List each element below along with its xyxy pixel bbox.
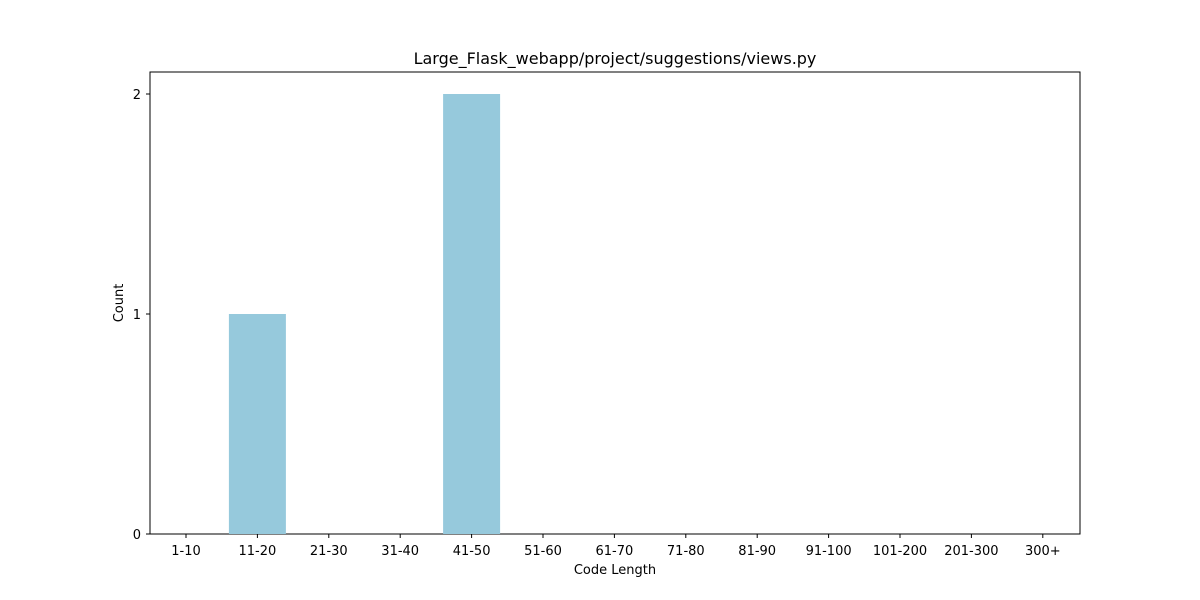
chart-title: Large_Flask_webapp/project/suggestions/v…	[414, 49, 817, 69]
bar-41-50	[443, 94, 501, 534]
y-tick-label: 2	[133, 88, 141, 103]
x-tick-label: 300+	[1025, 544, 1061, 559]
x-tick-label: 201-300	[944, 544, 998, 559]
x-tick-label: 1-10	[171, 544, 201, 559]
x-tick-label: 31-40	[381, 544, 419, 559]
y-axis-ticks: 0 1 2	[133, 88, 150, 543]
x-tick-label: 91-100	[806, 544, 852, 559]
bar-11-20	[228, 314, 286, 534]
x-tick-label: 61-70	[596, 544, 634, 559]
x-tick-label: 21-30	[310, 544, 348, 559]
bars-group	[228, 94, 501, 534]
plot-area-frame	[149, 71, 1081, 535]
x-tick-label: 101-200	[873, 544, 927, 559]
x-tick-label: 71-80	[667, 544, 705, 559]
x-axis-label: Code Length	[574, 563, 656, 578]
x-tick-label: 41-50	[453, 544, 491, 559]
x-tick-label: 51-60	[524, 544, 562, 559]
x-tick-label: 11-20	[239, 544, 277, 559]
y-tick-label: 0	[133, 528, 141, 543]
y-axis-label: Count	[112, 284, 127, 323]
x-axis-ticks: 1-10 11-20 21-30 31-40 41-50 51-60 61-70 71-80 8…	[171, 534, 1061, 559]
y-tick-label: 1	[133, 308, 141, 323]
x-tick-label: 81-90	[738, 544, 776, 559]
